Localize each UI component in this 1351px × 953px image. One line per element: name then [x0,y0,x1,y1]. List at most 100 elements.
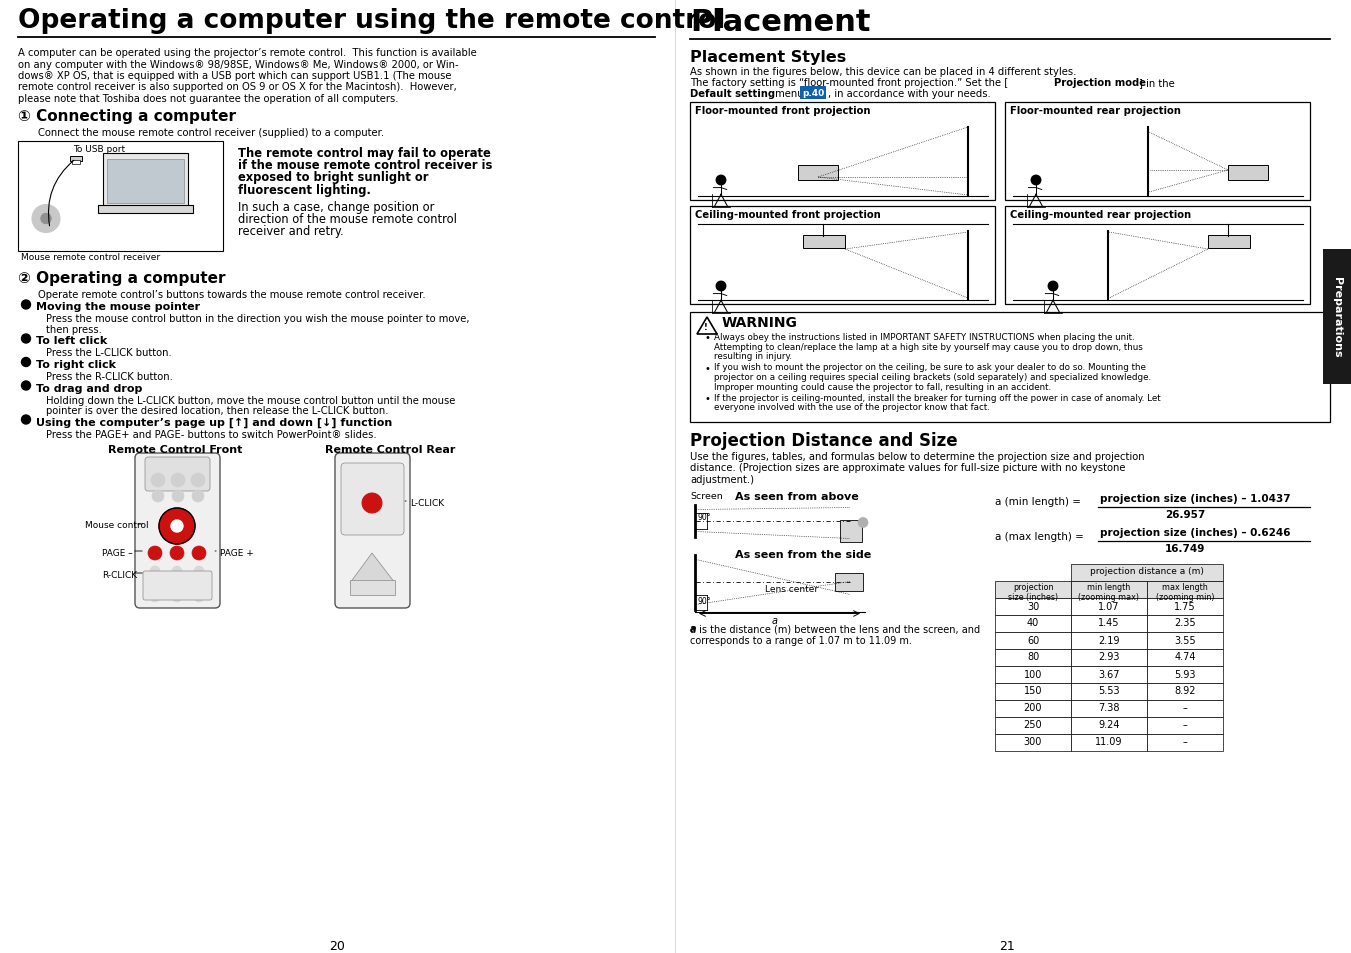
Bar [994,615,1071,632]
Bar [835,573,863,591]
Text: 150: 150 [1024,686,1042,696]
Bar [70,156,82,161]
Text: projection size (inches) – 0.6246: projection size (inches) – 0.6246 [1100,528,1290,537]
Text: 1.45: 1.45 [1098,618,1120,628]
Bar [1147,666,1223,682]
Text: Operating a computer using the remote control: Operating a computer using the remote co… [18,8,725,34]
Bar [1147,682,1223,700]
Text: projection
size (inches): projection size (inches) [1008,582,1058,601]
Text: Remote Control Front: Remote Control Front [108,444,242,455]
Circle shape [1048,282,1058,292]
Text: If you wish to mount the projector on the ceiling, be sure to ask your dealer to: If you wish to mount the projector on th… [713,363,1146,372]
Text: –: – [1182,702,1188,713]
Circle shape [149,546,162,560]
Text: distance. (Projection sizes are approximate values for full-size picture with no: distance. (Projection sizes are approxim… [690,463,1125,473]
Text: Using the computer’s page up [↑] and down [↓] function: Using the computer’s page up [↑] and dow… [36,417,392,427]
Text: if the mouse remote control receiver is: if the mouse remote control receiver is [238,159,492,172]
Circle shape [153,491,163,502]
Text: 30: 30 [1027,601,1039,611]
Text: pointer is over the desired location, then release the L-CLICK button.: pointer is over the desired location, th… [46,406,389,416]
Circle shape [22,301,31,310]
Text: 80: 80 [1027,652,1039,661]
Text: The factory setting is “floor-mounted front projection.” Set the [: The factory setting is “floor-mounted fr… [690,78,1008,88]
Text: , in accordance with your needs.: , in accordance with your needs. [828,89,990,99]
Text: direction of the mouse remote control: direction of the mouse remote control [238,213,457,226]
Bar [994,682,1071,700]
Circle shape [151,474,165,488]
Text: 16.749: 16.749 [1165,544,1205,554]
Text: 20: 20 [330,939,345,952]
Text: ] in the: ] in the [1139,78,1175,88]
Text: projection size (inches) – 1.0437: projection size (inches) – 1.0437 [1100,494,1290,504]
Text: Floor-mounted front projection: Floor-mounted front projection [694,106,870,116]
Text: min length
(zooming max): min length (zooming max) [1078,582,1139,601]
Bar [994,581,1071,598]
Circle shape [22,416,31,424]
Text: 3.55: 3.55 [1174,635,1196,645]
Text: a: a [690,624,697,634]
Text: 2.35: 2.35 [1174,618,1196,628]
Circle shape [150,579,159,589]
Text: 26.957: 26.957 [1165,510,1205,520]
Text: projector on a ceiling requires special ceiling brackets (sold separately) and s: projector on a ceiling requires special … [713,373,1151,381]
Circle shape [172,474,185,488]
Bar [802,235,844,249]
Text: corresponds to a range of 1.07 m to 11.09 m.: corresponds to a range of 1.07 m to 11.0… [690,635,912,645]
Text: R-CLICK: R-CLICK [101,571,136,579]
Text: PAGE –: PAGE – [101,548,132,558]
Text: 21: 21 [1000,939,1015,952]
Bar [107,159,184,203]
Bar [994,700,1071,717]
Circle shape [32,205,59,233]
Bar [800,87,825,100]
Text: Operate remote control’s buttons towards the mouse remote control receiver.: Operate remote control’s buttons towards… [38,289,426,299]
Circle shape [716,176,725,186]
Text: 90°: 90° [698,512,712,521]
Text: Moving the mouse pointer: Moving the mouse pointer [36,302,200,313]
Circle shape [192,491,204,502]
Circle shape [22,381,31,391]
Text: 300: 300 [1024,737,1042,747]
Text: Always obey the instructions listed in IMPORTANT SAFETY INSTRUCTIONS when placin: Always obey the instructions listed in I… [713,333,1135,341]
Bar [1071,564,1223,581]
Text: Placement Styles: Placement Styles [690,50,846,65]
Text: 2.93: 2.93 [1098,652,1120,661]
Text: then press.: then press. [46,325,101,335]
Bar [1071,717,1147,734]
Text: ① Connecting a computer: ① Connecting a computer [18,110,236,125]
Text: 40: 40 [1027,618,1039,628]
Text: exposed to bright sunlight or: exposed to bright sunlight or [238,172,428,184]
Circle shape [362,494,382,514]
Text: max length
(zooming min): max length (zooming min) [1155,582,1215,601]
Circle shape [1031,176,1040,186]
Circle shape [172,579,182,589]
Text: Projection mode: Projection mode [1054,78,1146,88]
Bar [1323,250,1351,385]
Circle shape [195,566,204,577]
Bar [1005,103,1310,201]
Bar [1147,598,1223,615]
Polygon shape [697,317,717,335]
Bar [994,649,1071,666]
Circle shape [41,214,51,224]
FancyBboxPatch shape [143,572,212,600]
Text: fluorescent lighting.: fluorescent lighting. [238,184,372,196]
Text: Floor-mounted rear projection: Floor-mounted rear projection [1011,106,1181,116]
Text: Mouse control: Mouse control [85,520,149,530]
Text: To right click: To right click [36,359,116,370]
Text: a: a [771,615,778,625]
Circle shape [172,566,182,577]
Circle shape [172,520,182,533]
Text: 4.74: 4.74 [1174,652,1196,661]
Text: a is the distance (m) between the lens and the screen, and: a is the distance (m) between the lens a… [690,624,979,634]
Text: As shown in the figures below, this device can be placed in 4 different styles.: As shown in the figures below, this devi… [690,67,1077,77]
Text: Ceiling-mounted front projection: Ceiling-mounted front projection [694,210,881,220]
Text: Screen: Screen [690,492,723,501]
Text: on any computer with the Windows® 98/98SE, Windows® Me, Windows® 2000, or Win-: on any computer with the Windows® 98/98S… [18,59,458,70]
Text: To left click: To left click [36,336,107,346]
Bar [18,141,223,252]
Bar [1071,682,1147,700]
Text: Preparations: Preparations [1332,276,1342,357]
Text: 100: 100 [1024,669,1042,679]
Text: Press the L-CLICK button.: Press the L-CLICK button. [46,348,172,358]
